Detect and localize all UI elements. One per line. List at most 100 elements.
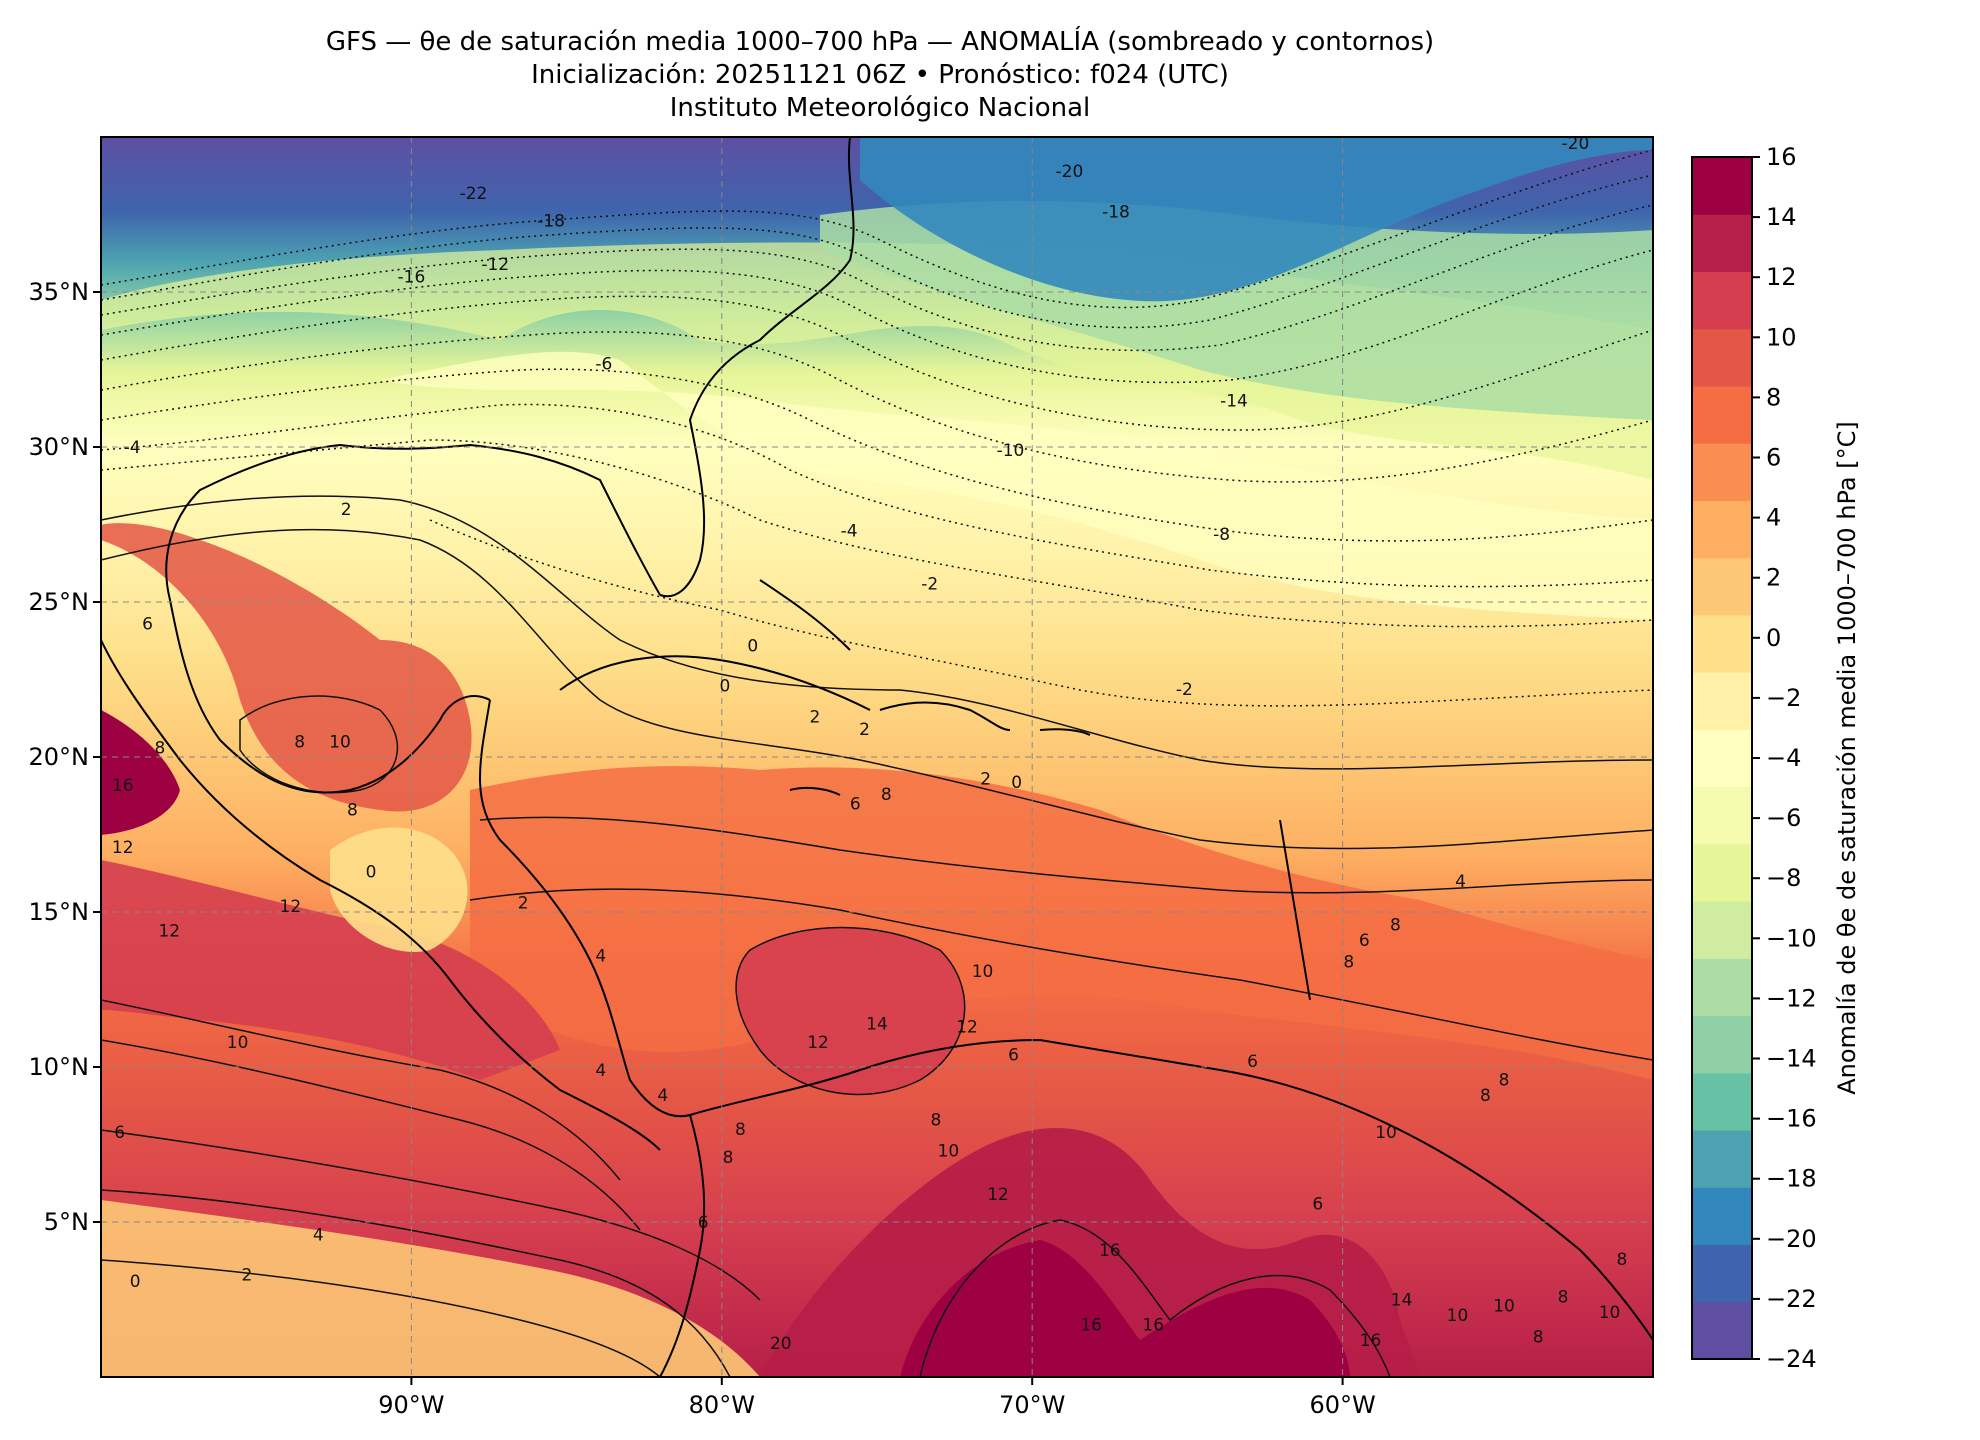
contour-label: -16: [398, 268, 426, 288]
contour-label: 12: [158, 922, 180, 942]
colorbar-tick-label: −22: [1766, 1285, 1817, 1313]
colorbar-band: [1692, 1130, 1752, 1188]
lon-tick-label: 80°W: [689, 1391, 755, 1419]
contour-label: 12: [956, 1018, 978, 1038]
lon-tick-label: 60°W: [1309, 1391, 1375, 1419]
colorbar-band: [1692, 901, 1752, 959]
contour-label: -2: [921, 574, 938, 594]
contour-label: 0: [747, 636, 758, 656]
contour-label: 6: [142, 615, 153, 635]
coastline-bahamas: [759, 579, 851, 651]
coastline-hispaniola: [879, 701, 1011, 731]
contour-label: 6: [1008, 1046, 1019, 1066]
coastline-gulf-of-mexico: [165, 443, 661, 794]
contour-label: -4: [124, 438, 141, 458]
contour-label: 4: [313, 1225, 324, 1245]
contour-label: 16: [1099, 1241, 1121, 1261]
coastline-cuba: [559, 655, 871, 711]
colorbar-band: [1692, 614, 1752, 673]
colorbar-band: [1692, 157, 1752, 215]
coastline-jamaica: [789, 786, 841, 796]
contour-label: -20: [1056, 162, 1084, 182]
colorbar-tick-label: −6: [1766, 804, 1801, 832]
colorbar-band: [1692, 1072, 1752, 1131]
colorbar-tick-label: −20: [1766, 1225, 1817, 1253]
contour-label: 0: [130, 1272, 141, 1292]
contour-label: 0: [1011, 773, 1022, 793]
contour-line-plus-10-gulf: [239, 695, 399, 794]
colorbar-band: [1692, 843, 1752, 902]
contour-label: 16: [112, 776, 134, 796]
contour-label: 20: [770, 1334, 792, 1354]
coastline-puerto-rico: [1039, 728, 1091, 736]
contour-label: 2: [859, 720, 870, 740]
coastline-lesser-antilles: [1279, 819, 1311, 1001]
contour-label: -8: [1213, 525, 1230, 545]
longitude-ticks: 90°W 80°W 70°W 60°W: [378, 1377, 1376, 1419]
contour-label: -14: [1220, 392, 1248, 412]
contour-label: 8: [1480, 1086, 1491, 1106]
contour-label: 2: [810, 708, 821, 728]
contour-label: 10: [1599, 1303, 1621, 1323]
colorbar-tick-label: 12: [1766, 263, 1797, 291]
contour-line-minus-20: [101, 149, 1653, 309]
contour-label: 16: [1360, 1331, 1382, 1351]
contour-line-minus-16: [101, 204, 1653, 352]
colorbar-tick-label: −24: [1766, 1345, 1817, 1373]
contour-label: 6: [114, 1123, 125, 1143]
map-area: -22-18-16-12-20-18-20-6-4 -10-14-8-4-2002…: [100, 134, 1654, 1378]
shading-hot-east-pacific: [101, 860, 560, 1080]
contour-line-minus-12: [101, 295, 1653, 431]
contour-label: 4: [1455, 872, 1466, 892]
colorbar-tick-label: −18: [1766, 1165, 1817, 1193]
contour-label: 8: [1343, 953, 1354, 973]
contour-line-plus-2-south: [101, 1259, 661, 1377]
colorbar-tick-label: 8: [1766, 383, 1781, 411]
contour-line-zero: [101, 495, 1653, 770]
contour-label: 8: [1533, 1328, 1544, 1348]
coastline-mexico-pacific: [101, 639, 661, 1151]
contour-labels: -22-18-16-12-20-18-20-6-4 -10-14-8-4-2002…: [112, 134, 1627, 1354]
shading-warm-gulf-mexico: [101, 523, 472, 812]
colorbar-tick-label: −10: [1766, 924, 1817, 952]
colorbar: 16 14 12 10 8 6 4 2 0 −2 −4 −6 −8 −10 −12 −14 −16 −18 −20 −…: [1691, 143, 1861, 1373]
contour-label: 10: [972, 962, 994, 982]
colorbar-ticks: 16 14 12 10 8 6 4 2 0 −2 −4 −6 −8 −10 −12 −14 −16 −18 −20 −…: [1752, 143, 1817, 1373]
colorbar-band: [1692, 214, 1752, 272]
colorbar-band: [1692, 672, 1752, 730]
lat-tick-label: 10°N: [29, 1053, 90, 1081]
latitude-ticks: 35°N 30°N 25°N 20°N 15°N 10°N 5°N: [29, 278, 101, 1236]
colorbar-label: Anomalía de θe de saturación media 1000–…: [1833, 421, 1861, 1095]
contour-line-plus-10: [101, 1039, 641, 1231]
contour-label: -20: [1562, 134, 1590, 154]
colorbar-band: [1692, 1301, 1752, 1360]
contour-label: -22: [460, 184, 488, 204]
colorbar-band: [1692, 958, 1752, 1017]
contour-label: 6: [1312, 1194, 1323, 1214]
contour-label: 10: [1493, 1297, 1515, 1317]
coastline-us-east: [659, 137, 855, 598]
colorbar-band: [1692, 786, 1752, 845]
contour-label: 0: [719, 677, 730, 697]
contour-label: 8: [347, 801, 358, 821]
colorbar-tick-label: −4: [1766, 744, 1801, 772]
contour-label: 8: [294, 733, 305, 753]
contour-line-minus-8: [101, 368, 1653, 542]
contour-label: 8: [1390, 915, 1401, 935]
contour-label: 8: [723, 1148, 734, 1168]
colorbar-band: [1692, 1015, 1752, 1074]
colorbar-tick-label: 2: [1766, 564, 1781, 592]
title-block: GFS — θe de saturación media 1000–700 hP…: [0, 26, 1760, 125]
contour-label: 0: [366, 863, 377, 883]
contour-line-minus-6: [101, 403, 1653, 588]
contour-label: 8: [735, 1120, 746, 1140]
title-line-1: GFS — θe de saturación media 1000–700 hP…: [325, 27, 1435, 57]
contour-label: 8: [881, 785, 892, 805]
title-line-3: Instituto Meteorológico Nacional: [669, 93, 1091, 123]
lon-tick-label: 70°W: [999, 1391, 1065, 1419]
colorbar-band: [1692, 443, 1752, 501]
contour-line-plus-6-south: [101, 1129, 761, 1301]
lat-tick-label: 30°N: [29, 433, 90, 461]
contour-lines: [101, 149, 1653, 1377]
shading-mild-subtropics: [380, 351, 1653, 620]
